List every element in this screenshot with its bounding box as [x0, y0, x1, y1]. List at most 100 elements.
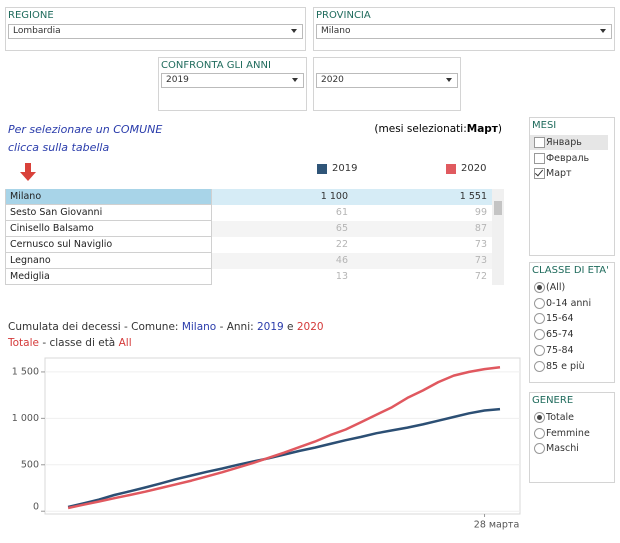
option[interactable]: Maschi [530, 441, 608, 456]
option-label: Февраль [546, 152, 590, 164]
option[interactable]: Totale [530, 410, 608, 425]
row-name[interactable]: Sesto San Giovanni [5, 205, 212, 221]
option[interactable]: 75-84 [530, 343, 608, 358]
cell-value: 72 [474, 271, 487, 282]
filter-label: CONFRONTA GLI ANNI [161, 60, 271, 71]
title-part: e [283, 321, 297, 333]
radio[interactable] [534, 282, 545, 293]
row-bg [212, 189, 492, 205]
legend-label: 2019 [332, 163, 358, 174]
dropdown[interactable]: 2019 [161, 73, 304, 88]
text: (mesi selezionati: [374, 123, 467, 135]
filter-provincia: PROVINCIA Milano [313, 7, 615, 51]
radio[interactable] [534, 344, 545, 356]
row-bg [212, 205, 492, 221]
legend-swatch [446, 164, 456, 174]
x-tick-label: 28 марта [474, 520, 519, 531]
y-tick-label: 1 500 [12, 366, 39, 377]
checkbox[interactable] [534, 168, 545, 180]
filter-title: CLASSE DI ETA' [532, 265, 609, 276]
cell-value: 1 551 [459, 191, 487, 202]
option[interactable]: Март [530, 166, 608, 181]
cell-value: 73 [474, 239, 487, 250]
option[interactable]: 0-14 anni [530, 296, 608, 311]
cell-value: 1 100 [320, 191, 348, 202]
radio-dot [537, 285, 542, 290]
option[interactable]: Femmine [530, 426, 608, 441]
y-tick-label: 1 000 [12, 413, 39, 424]
chart-title: Cumulata dei decessi - Comune: Milano - … [8, 321, 324, 333]
option-label: Totale [546, 412, 575, 423]
option[interactable]: (All) [530, 280, 608, 295]
cell-value: 65 [335, 223, 348, 234]
option[interactable]: 15-64 [530, 311, 608, 326]
row-bg [212, 221, 492, 237]
row-name[interactable]: Legnano [5, 253, 212, 269]
option-label: Maschi [546, 443, 579, 455]
filter-regione: REGIONE Lombardia [5, 7, 306, 51]
title-part: 2019 [256, 321, 284, 333]
radio[interactable] [534, 443, 545, 455]
cell-value: 13 [335, 271, 348, 282]
title-part: Milano [181, 321, 217, 333]
radio-dot [537, 415, 542, 420]
row-name[interactable]: Mediglia [5, 269, 212, 285]
cell-value: 87 [474, 223, 487, 234]
subtitle-part: All [118, 337, 132, 349]
radio[interactable] [534, 329, 545, 341]
legend-swatch [317, 164, 327, 174]
cell-value: 73 [474, 255, 487, 266]
cell-value: 99 [474, 207, 487, 218]
table: Milano 1 100 1 551 Sesto San Giovanni 61 99 Ci… [5, 189, 505, 285]
dropdown[interactable]: Lombardia [8, 24, 303, 39]
option-label: Март [546, 168, 572, 180]
title-part: - Anni: [216, 321, 257, 333]
option-label: Femmine [546, 427, 590, 439]
row-name[interactable]: Milano [5, 189, 212, 205]
cell-value: 61 [335, 207, 348, 218]
scrollbar [492, 189, 504, 285]
row-bg [212, 253, 492, 269]
series-line [67, 365, 501, 510]
radio[interactable] [534, 360, 545, 372]
checkbox[interactable] [534, 152, 545, 164]
radio[interactable] [534, 412, 545, 423]
row-name[interactable]: Cinisello Balsamo [5, 221, 212, 237]
filter-label: REGIONE [8, 10, 54, 21]
row-bg [212, 269, 492, 285]
text: ) [497, 123, 502, 135]
y-tick-label: 0 [33, 502, 39, 513]
cell-value: 22 [335, 239, 348, 250]
check-mark [534, 168, 544, 177]
option-label: 15-64 [546, 313, 574, 325]
filter-title: MESI [532, 120, 557, 131]
arrow-icon [20, 163, 36, 181]
option[interactable]: 85 e più [530, 359, 608, 374]
row-name[interactable]: Cernusco sul Naviglio [5, 237, 212, 253]
dropdown[interactable]: 2020 [316, 73, 458, 88]
filter-classe: CLASSE DI ETA' (All) 0-14 anni 15-64 65-74 75… [529, 262, 615, 383]
option[interactable]: Январь [530, 135, 608, 150]
option[interactable]: Февраль [530, 151, 608, 166]
scroll-thumb[interactable] [494, 201, 502, 215]
hint: Per selezionare un COMUNE [8, 123, 163, 136]
legend-label: 2020 [461, 163, 487, 174]
radio[interactable] [534, 427, 545, 439]
hint: clicca sulla tabella [8, 141, 110, 154]
filter-mesi: MESI Январь Февраль Март [529, 117, 615, 256]
months-selected: (mesi selezionati:Март) [374, 123, 502, 135]
option[interactable]: 65-74 [530, 327, 608, 342]
plot-area [44, 357, 521, 515]
filter-anni: CONFRONTA GLI ANNI 2019 [158, 57, 307, 111]
cell-value: 46 [335, 255, 348, 266]
radio[interactable] [534, 313, 545, 325]
title-part: Cumulata dei decessi - Comune: [8, 321, 182, 333]
row-bg [212, 237, 492, 253]
dropdown[interactable]: Milano [316, 24, 612, 39]
radio[interactable] [534, 297, 545, 309]
y-tick-label: 500 [21, 459, 39, 470]
filter-label: PROVINCIA [316, 10, 371, 21]
checkbox[interactable] [534, 137, 545, 148]
series-line [67, 407, 501, 509]
